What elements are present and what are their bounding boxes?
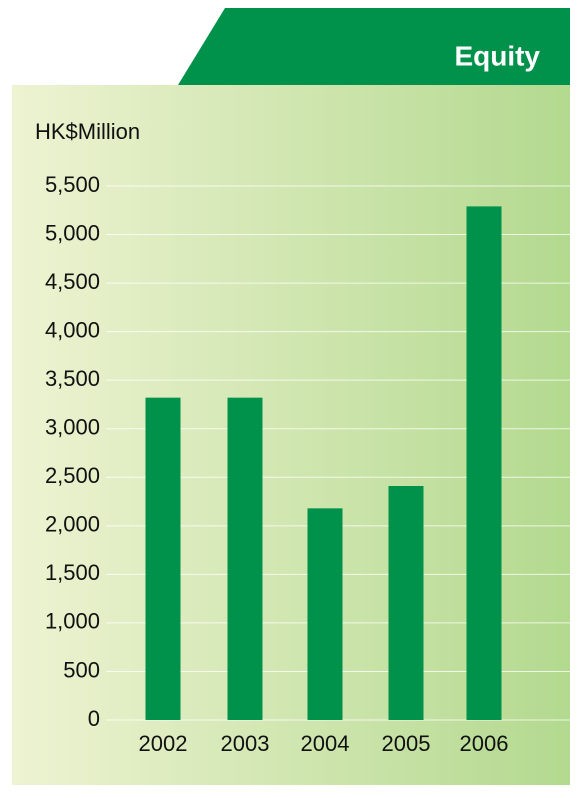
y-axis-label: HK$Million xyxy=(35,119,140,144)
x-tick-label: 2005 xyxy=(382,731,431,756)
y-tick-label: 5,000 xyxy=(45,220,100,245)
y-tick-label: 500 xyxy=(63,657,100,682)
y-tick-label: 2,500 xyxy=(45,463,100,488)
bar xyxy=(307,508,343,720)
x-tick-label: 2006 xyxy=(460,731,509,756)
bar xyxy=(388,486,424,720)
y-tick-label: 2,000 xyxy=(45,512,100,537)
bar xyxy=(227,397,263,720)
title-tab xyxy=(178,8,570,85)
chart-title: Equity xyxy=(454,40,540,71)
bar xyxy=(466,206,502,720)
y-tick-label: 0 xyxy=(88,706,100,731)
y-tick-label: 1,500 xyxy=(45,560,100,585)
y-tick-label: 3,000 xyxy=(45,415,100,440)
x-tick-label: 2002 xyxy=(139,731,188,756)
x-tick-label: 2003 xyxy=(221,731,270,756)
y-tick-label: 5,500 xyxy=(45,172,100,197)
y-tick-label: 4,000 xyxy=(45,317,100,342)
y-tick-label: 4,500 xyxy=(45,269,100,294)
y-tick-label: 1,000 xyxy=(45,609,100,634)
y-tick-label: 3,500 xyxy=(45,366,100,391)
bar xyxy=(145,397,181,720)
x-tick-label: 2004 xyxy=(301,731,350,756)
